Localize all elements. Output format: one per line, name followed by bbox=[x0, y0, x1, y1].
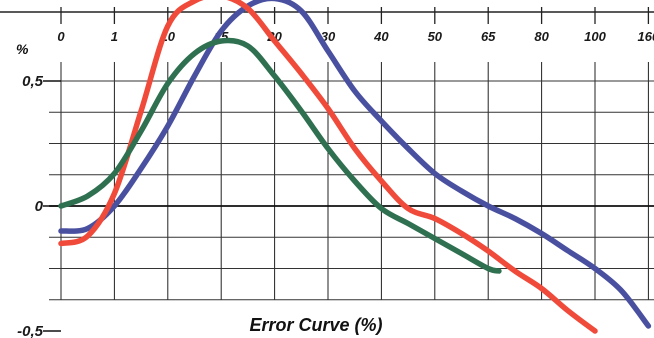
x-tick-label: 80 bbox=[534, 29, 549, 44]
x-tick-label: 40 bbox=[373, 29, 389, 44]
x-tick-label: 0 bbox=[57, 29, 65, 44]
x-axis-title: Error Curve (%) bbox=[249, 315, 382, 335]
x-tick-label: 50 bbox=[428, 29, 443, 44]
x-tick-label: 1 bbox=[111, 29, 118, 44]
series-lines bbox=[58, 0, 652, 334]
x-tick-label: 65 bbox=[481, 29, 496, 44]
y-tick-label: 0 bbox=[35, 198, 44, 215]
red-series-line bbox=[58, 0, 598, 334]
y-tick-label: 0,5 bbox=[22, 73, 44, 90]
x-tick-label: 30 bbox=[321, 29, 336, 44]
x-tick-label: 100 bbox=[584, 29, 606, 44]
x-tick-label: 160 bbox=[638, 29, 654, 44]
y-axis-unit-label: % bbox=[16, 41, 29, 57]
grid bbox=[43, 62, 654, 332]
blue-series-line bbox=[58, 0, 652, 329]
y-tick-label: -0,5 bbox=[17, 323, 44, 338]
x-tick-marks bbox=[0, 7, 654, 24]
green-series-line bbox=[58, 37, 502, 274]
y-tick-labels: 10,50-0,5 bbox=[17, 73, 44, 338]
